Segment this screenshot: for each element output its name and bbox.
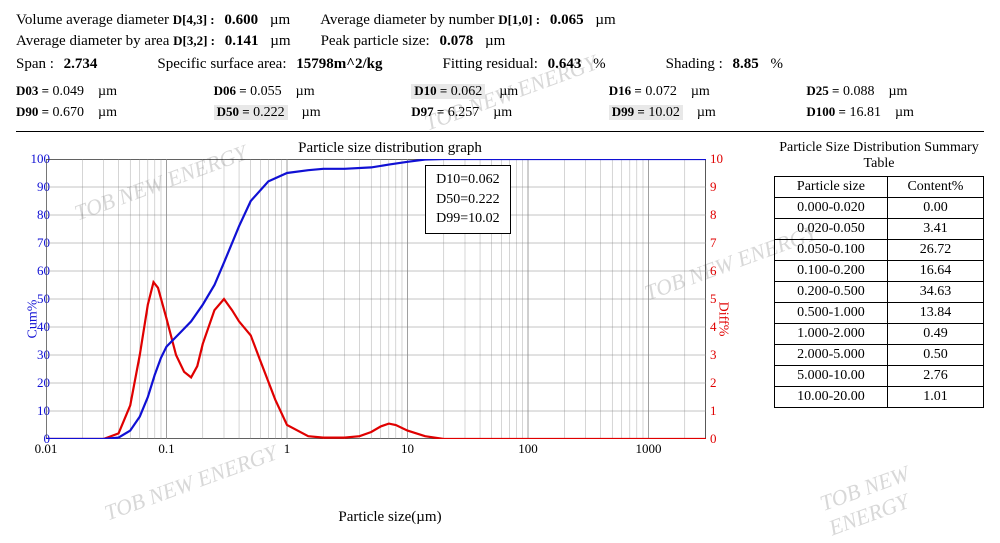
chart-svg <box>46 159 706 439</box>
hdr-d32: Average diameter by area D[3,2] : 0.141 … <box>16 33 291 50</box>
y-ticks-right: 012345678910 <box>710 159 730 439</box>
dvalues-row-2: D90 = 0.670µm D50 = 0.222µm D97 = 6.257µm D… <box>16 104 984 125</box>
table-col1: Particle size <box>775 177 888 198</box>
hdr-shading-label: Shading : <box>666 56 723 72</box>
x-label: Particle size(µm) <box>16 509 764 526</box>
table-row: 0.050-0.10026.72 <box>775 240 984 261</box>
hdr-d10n: Average diameter by number D[1,0] : 0.06… <box>320 12 615 29</box>
table-row: 0.200-0.50034.63 <box>775 282 984 303</box>
hdr-fit-label: Fitting residual: <box>443 56 538 72</box>
hdr-d43: Volume average diameter D[4,3] : 0.600 µ… <box>16 12 290 29</box>
hdr-d10n-val: 0.065 <box>550 12 584 28</box>
hdr-span-label: Span : <box>16 56 54 72</box>
hdr-peak-label: Peak particle size: <box>321 33 430 49</box>
table-row: 0.500-1.00013.84 <box>775 303 984 324</box>
hdr-peak-unit: µm <box>485 33 505 49</box>
hdr-span: Span : 2.734 <box>16 56 97 73</box>
hdr-span-val: 2.734 <box>64 56 98 72</box>
hdr-fit-val: 0.643 <box>548 56 582 72</box>
dvalue-item: D100 = 16.81µm <box>806 104 984 121</box>
table-row: 10.00-20.001.01 <box>775 387 984 408</box>
hdr-d10n-label: Average diameter by number <box>320 12 494 28</box>
hdr-ssa-val: 15798m^2/kg <box>296 56 382 72</box>
dvalue-item: D90 = 0.670µm <box>16 104 194 121</box>
dvalue-item: D50 = 0.222µm <box>214 104 392 121</box>
hdr-d43-sub: D[4,3] : <box>173 12 215 27</box>
table-row: 2.000-5.0000.50 <box>775 345 984 366</box>
hdr-d32-unit: µm <box>270 33 290 49</box>
legend-box: D10=0.062D50=0.222D99=10.02 <box>425 165 511 234</box>
hdr-ssa-label: Specific surface area: <box>157 56 286 72</box>
hdr-shading: Shading : 8.85 % <box>666 56 783 73</box>
table-title: Particle Size Distribution Summary Table <box>774 140 984 172</box>
table-body: 0.000-0.0200.000.020-0.0503.410.050-0.10… <box>775 198 984 408</box>
hdr-shading-val: 8.85 <box>733 56 759 72</box>
hdr-d32-val: 0.141 <box>225 33 259 49</box>
hdr-d43-val: 0.600 <box>224 12 258 28</box>
x-ticks: 0.010.11101001000 <box>46 441 706 461</box>
dvalue-item: D97 = 6.257µm <box>411 104 589 121</box>
dvalue-item: D10 = 0.062µm <box>411 83 589 100</box>
hdr-d10n-unit: µm <box>595 12 615 28</box>
dvalue-item: D03 = 0.049µm <box>16 83 194 100</box>
hdr-d43-label: Volume average diameter <box>16 12 169 28</box>
hdr-peak: Peak particle size: 0.078 µm <box>321 33 506 50</box>
hdr-d32-label: Average diameter by area <box>16 33 169 49</box>
dvalue-item: D16 = 0.072µm <box>609 83 787 100</box>
table-row: 5.000-10.002.76 <box>775 366 984 387</box>
dvalue-item: D06 = 0.055µm <box>214 83 392 100</box>
hdr-shading-unit: % <box>771 56 784 72</box>
table-row: 0.100-0.20016.64 <box>775 261 984 282</box>
chart-title: Particle size distribution graph <box>16 140 764 157</box>
hdr-ssa: Specific surface area: 15798m^2/kg <box>157 56 382 73</box>
dvalues-row-1: D03 = 0.049µm D06 = 0.055µm D10 = 0.062µm D… <box>16 83 984 104</box>
table-row: 1.000-2.0000.49 <box>775 324 984 345</box>
table-col2: Content% <box>887 177 983 198</box>
dist-table: Particle size Content% 0.000-0.0200.000.… <box>774 176 984 408</box>
chart-box: Cum% Diff% 0102030405060708090100 012345… <box>16 159 736 479</box>
dvalue-item: D99 = 10.02µm <box>609 104 787 121</box>
table-row: 0.000-0.0200.00 <box>775 198 984 219</box>
hdr-d10n-sub: D[1,0] : <box>498 12 540 27</box>
hdr-d32-sub: D[3,2] : <box>173 33 215 48</box>
hdr-fit: Fitting residual: 0.643 % <box>443 56 606 73</box>
table-row: 0.020-0.0503.41 <box>775 219 984 240</box>
hdr-peak-val: 0.078 <box>439 33 473 49</box>
hdr-d43-unit: µm <box>270 12 290 28</box>
hdr-fit-unit: % <box>593 56 606 72</box>
dvalue-item: D25 = 0.088µm <box>806 83 984 100</box>
